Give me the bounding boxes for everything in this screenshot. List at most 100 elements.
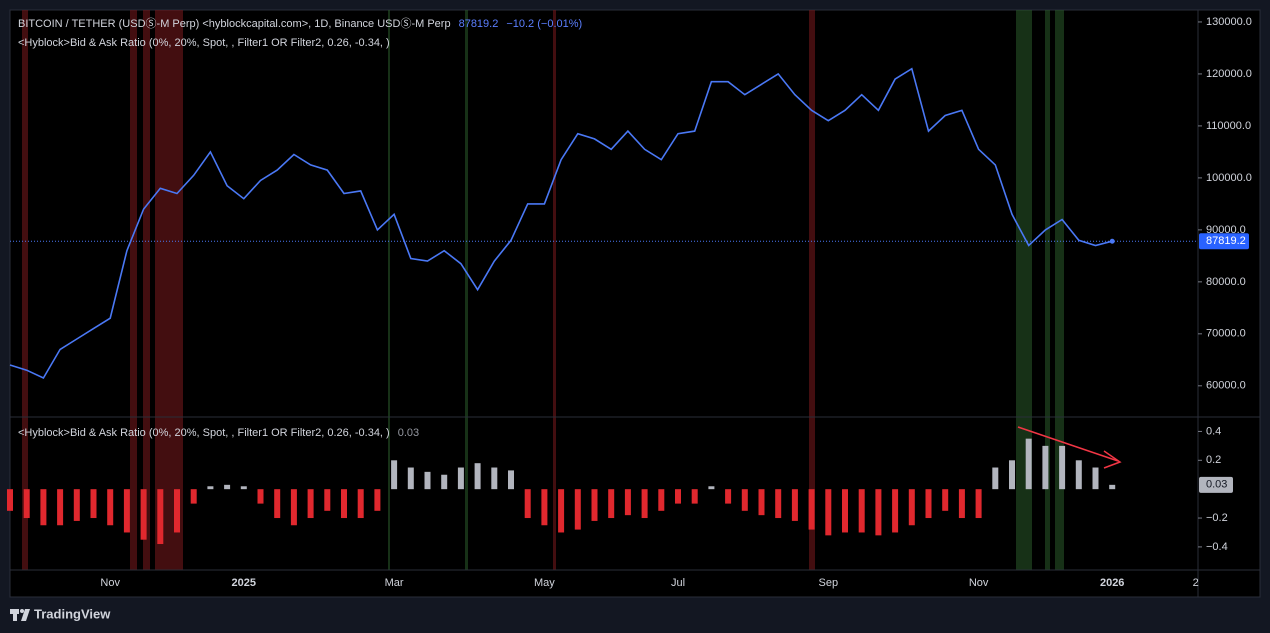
main-legend-value: 87819.2 <box>459 18 499 30</box>
histogram-bar <box>808 489 815 530</box>
logo-part <box>10 609 19 614</box>
red-band <box>130 10 137 570</box>
y-tick-label: 0.2 <box>1206 454 1221 466</box>
histogram-bar <box>775 489 782 519</box>
histogram-bar <box>391 460 398 490</box>
logo-part <box>21 609 30 621</box>
price-label-bg <box>1199 233 1249 250</box>
histogram-bar <box>257 489 264 504</box>
histogram-bar <box>7 489 13 511</box>
green-band <box>388 10 390 570</box>
y-tick-label: 0.4 <box>1206 425 1221 437</box>
y-tick-label: 60000.0 <box>1206 380 1246 392</box>
footer-brand: TradingView <box>34 606 111 621</box>
histogram-bar <box>858 489 865 533</box>
value-label: 0.03 <box>1206 479 1227 491</box>
histogram-bar <box>107 489 114 526</box>
histogram-bar <box>190 489 197 504</box>
histogram-bar <box>491 467 498 490</box>
green-band <box>1045 10 1050 570</box>
histogram-bar <box>758 489 765 516</box>
x-tick-label: 2 <box>1193 577 1199 589</box>
trend-arrow <box>1017 426 1119 462</box>
x-tick-label: Mar <box>385 577 404 589</box>
histogram-bar <box>574 489 581 530</box>
histogram-bar <box>691 489 698 504</box>
histogram-bar <box>958 489 965 519</box>
x-tick-label: May <box>534 577 555 589</box>
x-tick-label: 2026 <box>1100 577 1124 589</box>
histogram-bar <box>441 474 448 490</box>
indicator-legend: <Hyblock>Bid & Ask Ratio (0%, 20%, Spot,… <box>18 37 390 49</box>
chart-frame <box>9 9 1261 598</box>
histogram-bar <box>675 489 681 504</box>
histogram-bar <box>157 489 164 545</box>
histogram-bar <box>474 463 481 490</box>
x-tick-label: Nov <box>969 577 989 589</box>
histogram-bar <box>942 489 949 511</box>
histogram-bar <box>324 489 331 511</box>
histogram-bar <box>1092 467 1099 490</box>
x-tick-label: Sep <box>819 577 839 589</box>
histogram-bar <box>992 467 999 490</box>
y-tick-label: −0.4 <box>1206 541 1228 553</box>
logo-part <box>13 614 17 621</box>
histogram-bar <box>725 489 732 504</box>
histogram-bar <box>174 489 180 533</box>
histogram-bar <box>791 489 798 521</box>
green-band <box>465 10 468 570</box>
histogram-bar <box>341 489 347 519</box>
plot-layer: 130000.0120000.0110000.0100000.090000.08… <box>7 16 1252 589</box>
histogram-bar <box>558 489 565 533</box>
x-tick-label: Nov <box>100 577 120 589</box>
y-tick-label: 80000.0 <box>1206 276 1246 288</box>
green-band <box>1055 10 1064 570</box>
main-legend-change: −10.2 (−0.01%) <box>506 18 582 30</box>
histogram-bar <box>290 489 297 526</box>
y-tick-label: 70000.0 <box>1206 328 1246 340</box>
y-tick-label: 100000.0 <box>1206 172 1252 184</box>
histogram-bar <box>1075 460 1082 490</box>
y-tick-label: −0.2 <box>1206 512 1228 524</box>
histogram-bar <box>541 489 548 526</box>
histogram-bar <box>357 489 364 519</box>
histogram-bar <box>374 489 381 511</box>
footer-logo <box>10 609 30 621</box>
histogram-bar <box>224 484 231 490</box>
histogram-bar <box>908 489 915 526</box>
histogram-bar <box>207 486 214 490</box>
histogram-bar <box>925 489 932 519</box>
histogram-bar <box>57 489 64 526</box>
histogram-bar <box>23 489 30 519</box>
histogram-bar <box>608 489 615 519</box>
logo-part <box>20 609 24 613</box>
histogram-bar <box>708 486 715 490</box>
histogram-bar <box>1009 460 1015 490</box>
histogram-bar <box>123 489 130 533</box>
red-band <box>553 10 556 570</box>
histogram-bar <box>1042 445 1049 490</box>
y-tick-label: 130000.0 <box>1206 16 1252 28</box>
last-point <box>1109 238 1115 244</box>
histogram-bar <box>892 489 899 533</box>
histogram-bar <box>825 489 832 536</box>
trend-arrow-head <box>1103 450 1122 469</box>
histogram-bar <box>591 489 598 521</box>
histogram-bar <box>274 489 281 519</box>
y-tick-label: 90000.0 <box>1206 224 1246 236</box>
histogram-bar <box>875 489 882 536</box>
histogram-bar <box>40 489 47 526</box>
histogram-bar <box>975 489 982 519</box>
main-legend-title: BITCOIN / TETHER (USDⓈ-M Perp) <hyblockc… <box>18 17 451 30</box>
pane-legend-value: 0.03 <box>398 427 419 439</box>
histogram-bar <box>508 470 514 490</box>
y-tick-label: 110000.0 <box>1206 120 1251 132</box>
red-band <box>22 10 28 570</box>
x-tick-label: 2025 <box>232 577 256 589</box>
histogram-bar <box>307 489 314 519</box>
price-label: 87819.2 <box>1206 235 1246 247</box>
histogram-bar <box>1109 484 1116 490</box>
histogram-bar <box>1025 438 1032 490</box>
